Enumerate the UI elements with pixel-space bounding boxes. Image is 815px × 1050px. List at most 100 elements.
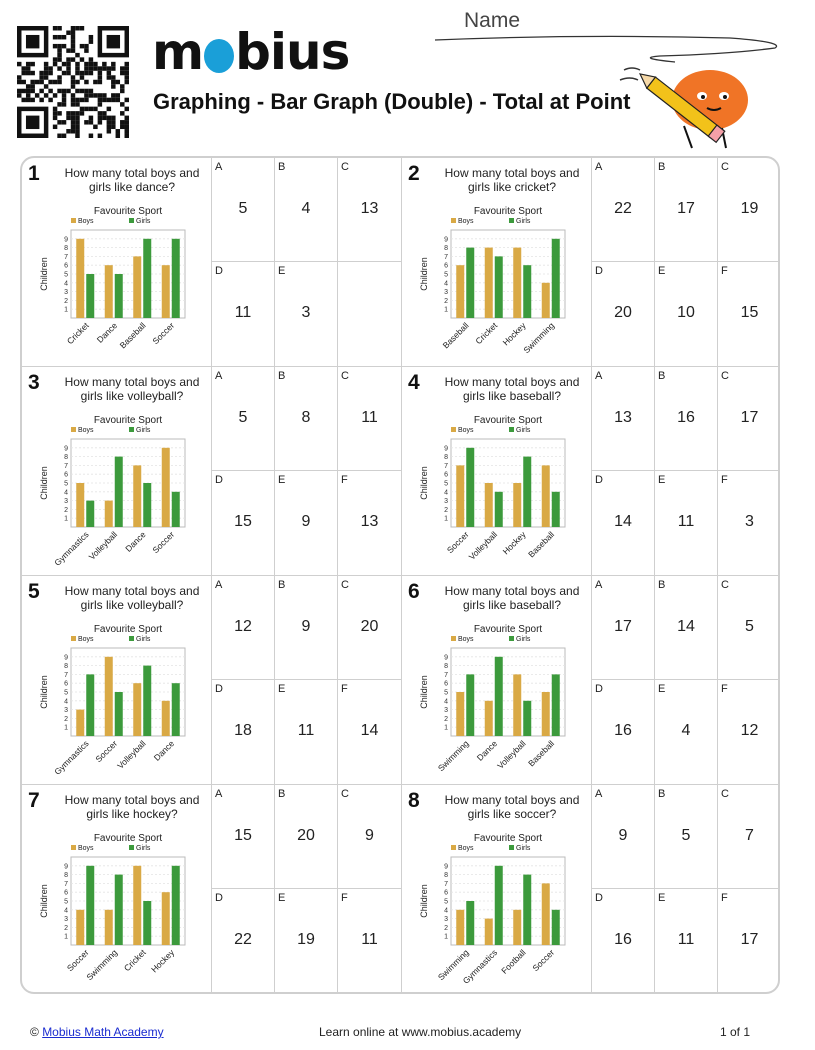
- answer-option-c[interactable]: C 13: [338, 158, 401, 262]
- answer-option-f[interactable]: F 17: [718, 889, 778, 992]
- answer-option-a[interactable]: A 12: [212, 576, 275, 680]
- y-axis-label: Children: [419, 466, 429, 500]
- option-letter: A: [595, 161, 603, 173]
- answer-option-d[interactable]: D 11: [212, 262, 275, 366]
- bar-boys-baseball: [541, 465, 550, 527]
- answer-option-e[interactable]: E 11: [275, 680, 338, 784]
- bar-boys-soccer: [76, 909, 85, 945]
- answer-option-a[interactable]: A 13: [592, 367, 655, 471]
- answer-option-f[interactable]: F 13: [338, 471, 401, 575]
- question-text: How many total boys and girls like volle…: [64, 375, 200, 403]
- option-value: 15: [234, 513, 252, 530]
- legend-swatch-girls: [129, 427, 134, 432]
- bar-boys-gymnastics: [76, 709, 85, 736]
- answer-option-a[interactable]: A 22: [592, 158, 655, 262]
- bar-girls-volleyball: [143, 665, 152, 736]
- question-text: How many total boys and girls like baseb…: [444, 584, 580, 612]
- question-2: 2 How many total boys and girls like cric…: [402, 158, 778, 367]
- option-value: 12: [740, 722, 759, 739]
- answer-option-d[interactable]: D 18: [212, 680, 275, 784]
- legend-label-boys: Boys: [78, 845, 94, 852]
- x-tick-label: Swimming: [521, 320, 556, 355]
- bar-boys-baseball: [133, 256, 142, 318]
- bar-girls-swimming: [466, 901, 475, 945]
- answer-option-b[interactable]: B 17: [655, 158, 718, 262]
- answer-option-d[interactable]: D 20: [592, 262, 655, 366]
- answer-option-d[interactable]: D 22: [212, 889, 275, 992]
- y-tick-label: 6: [444, 890, 448, 897]
- y-tick-label: 6: [444, 263, 448, 270]
- x-tick-label: Dance: [152, 738, 177, 763]
- answer-option-d[interactable]: D 16: [592, 889, 655, 992]
- answer-option-d[interactable]: D 15: [212, 471, 275, 575]
- option-value: 13: [360, 513, 379, 530]
- answer-option-b[interactable]: B 20: [275, 785, 338, 889]
- legend-label-boys: Boys: [78, 427, 94, 434]
- y-tick-label: 1: [64, 516, 68, 523]
- answer-options: A 5 B 8 C 11 D 15 E 9 F 13: [211, 367, 402, 575]
- y-tick-label: 7: [64, 672, 68, 679]
- answer-option-d[interactable]: D 16: [592, 680, 655, 784]
- y-axis-label: Children: [419, 257, 429, 291]
- bar-girls-soccer: [114, 692, 123, 736]
- bar-boys-dance: [484, 700, 493, 736]
- x-tick-label: Cricket: [122, 947, 148, 973]
- option-value: 9: [365, 827, 374, 844]
- bar-girls-volleyball: [523, 700, 532, 736]
- answer-option-e[interactable]: E 11: [655, 471, 718, 575]
- answer-option-f[interactable]: F 15: [718, 262, 778, 366]
- answer-option-c[interactable]: C 11: [338, 367, 401, 471]
- answer-option-b[interactable]: B 14: [655, 576, 718, 680]
- answer-option-c[interactable]: C 20: [338, 576, 401, 680]
- question-8: 8 How many total boys and girls like socc…: [402, 785, 778, 992]
- question-4: 4 How many total boys and girls like base…: [402, 367, 778, 576]
- x-tick-label: Hockey: [149, 947, 177, 975]
- x-tick-label: Gymnastics: [52, 529, 90, 567]
- questions-grid: 1 How many total boys and girls like danc…: [20, 156, 780, 994]
- option-value: 20: [360, 618, 379, 635]
- option-value: 22: [234, 931, 252, 948]
- name-label: Name: [464, 9, 521, 32]
- answer-option-e[interactable]: E 11: [655, 889, 718, 992]
- answer-option-a[interactable]: A 17: [592, 576, 655, 680]
- answer-option-c[interactable]: C 19: [718, 158, 778, 262]
- answer-option-e[interactable]: E 10: [655, 262, 718, 366]
- answer-option-f[interactable]: F 11: [338, 889, 401, 992]
- option-value: 11: [297, 722, 315, 739]
- mobius-academy-link[interactable]: Mobius Math Academy: [42, 1025, 164, 1039]
- y-tick-label: 6: [444, 472, 448, 479]
- bar-girls-swimming: [466, 674, 475, 736]
- answer-option-d[interactable]: D 14: [592, 471, 655, 575]
- y-tick-label: 1: [444, 934, 448, 941]
- bar-girls-soccer: [171, 238, 180, 318]
- option-letter: C: [721, 579, 729, 591]
- option-value: 5: [238, 409, 248, 426]
- y-tick-label: 8: [64, 245, 68, 252]
- question-text: How many total boys and girls like crick…: [444, 166, 580, 194]
- answer-option-f[interactable]: F 14: [338, 680, 401, 784]
- answer-option-a[interactable]: A 15: [212, 785, 275, 889]
- answer-option-c[interactable]: C 17: [718, 367, 778, 471]
- x-tick-label: Dance: [95, 320, 120, 345]
- answer-option-f[interactable]: F 12: [718, 680, 778, 784]
- y-tick-label: 4: [64, 698, 68, 705]
- answer-option-e[interactable]: E 19: [275, 889, 338, 992]
- question-number: 6: [408, 580, 420, 603]
- answer-option-b[interactable]: B 16: [655, 367, 718, 471]
- option-letter: B: [658, 161, 666, 173]
